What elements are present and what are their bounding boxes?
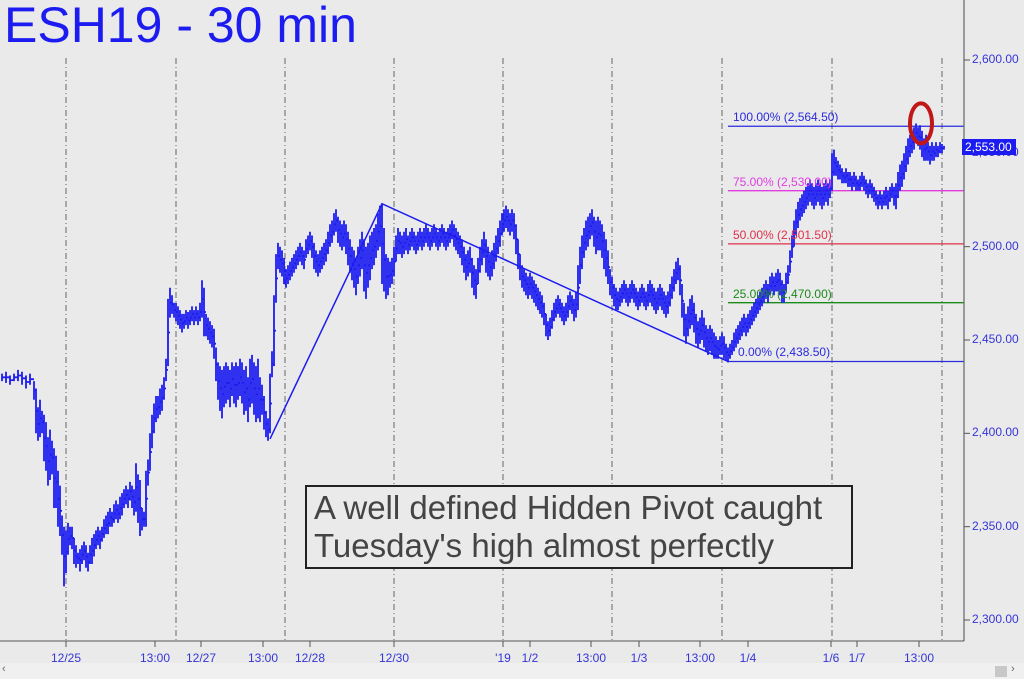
annotation-line-1: A well defined Hidden Pivot caught: [314, 489, 823, 526]
horizontal-scrollbar[interactable]: ‹ ›: [0, 663, 1024, 679]
x-tick-label: 1/7: [848, 651, 866, 665]
hidden-pivot-fib-lines: [728, 125, 964, 363]
x-tick-label: 12/25: [50, 651, 82, 665]
x-tick-label: 13:00: [684, 651, 716, 665]
x-tick-label: 1/3: [630, 651, 648, 665]
y-tick-label: 2,600.00: [972, 52, 1019, 66]
annotation-line-2: Tuesday's high almost perfectly: [314, 527, 774, 564]
chart-title: ESH19 - 30 min: [4, 0, 357, 53]
x-tick-label: 1/2: [521, 651, 539, 665]
x-tick-label: 12/28: [294, 651, 326, 665]
x-tick-label: 13:00: [247, 651, 279, 665]
scroll-right-arrow-icon[interactable]: ›: [1011, 663, 1015, 675]
y-tick-label: 2,350.00: [972, 518, 1019, 533]
x-tick-label: 13:00: [139, 651, 171, 665]
high-highlight-circle: [908, 101, 934, 146]
annotation-box: A well defined Hidden Pivot caught Tuesd…: [305, 485, 853, 569]
x-tick-label: 12/27: [185, 651, 217, 665]
y-tick-label: 2,400.00: [972, 425, 1019, 440]
y-tick-label: 2,300.00: [972, 612, 1019, 626]
price-bars: [1, 123, 945, 587]
fib-label-100: 100.00% (2,564.50): [733, 110, 839, 125]
x-tick-label: 13:00: [575, 651, 607, 665]
fib-label-75: 75.00% (2,530.00): [733, 174, 832, 189]
x-tick-label: 1/4: [739, 651, 757, 665]
x-tick-label: 12/30: [378, 651, 410, 665]
x-tick-label: 13:00: [903, 651, 935, 665]
scroll-thumb[interactable]: [995, 666, 1007, 677]
fib-label-50: 50.00% (2,501.50): [733, 227, 832, 242]
last-price-marker: 2,553.00: [962, 138, 1016, 155]
price-bar-path: [1, 123, 945, 587]
scroll-left-arrow-icon[interactable]: ‹: [2, 663, 6, 675]
x-tick-label: 1/6: [822, 651, 840, 665]
x-tick-label: '19: [495, 651, 511, 665]
fib-label-25: 25.00% (2,470.00): [733, 286, 832, 301]
fib-label-0: 0.00% (2,438.50): [738, 345, 831, 360]
axes: [0, 0, 970, 647]
y-tick-label: 2,450.00: [972, 332, 1019, 346]
y-tick-label: 2,500.00: [972, 238, 1019, 253]
